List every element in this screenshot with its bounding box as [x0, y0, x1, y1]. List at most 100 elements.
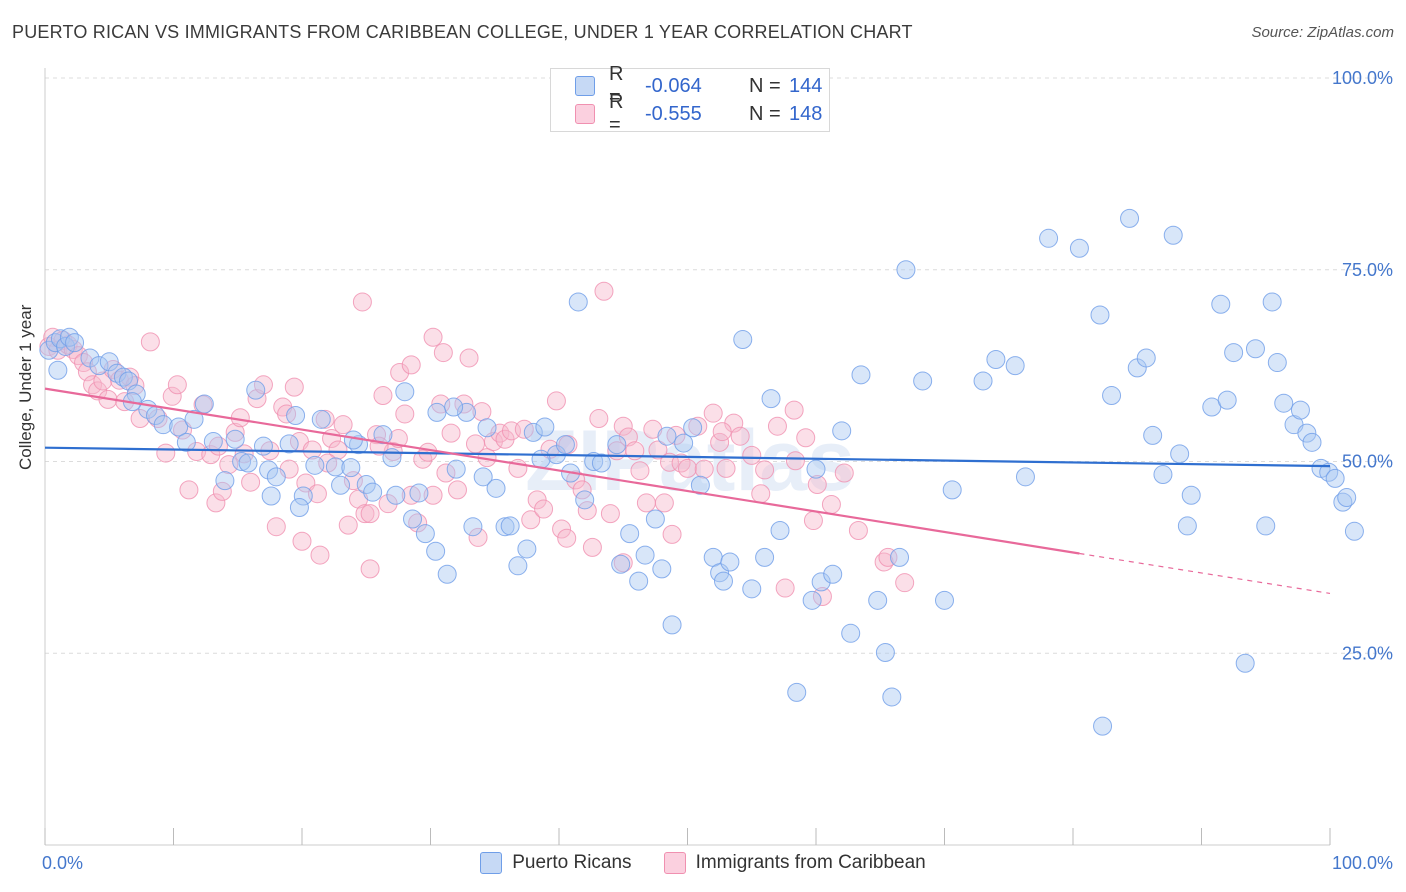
blue-point: [444, 397, 464, 417]
blue-point: [973, 371, 993, 391]
pink-point: [459, 348, 479, 368]
n-value: 148: [789, 102, 823, 125]
blue-point: [1290, 400, 1310, 420]
blue-point: [1039, 228, 1059, 248]
pink-point: [600, 504, 620, 524]
pink-trend-line-extension: [1079, 552, 1331, 595]
pink-point: [284, 377, 304, 397]
legend-label: Puerto Ricans: [512, 852, 632, 873]
legend-item-puerto-ricans: Puerto Ricans: [480, 852, 632, 874]
pink-point: [848, 521, 868, 541]
pink-point: [328, 440, 348, 460]
pink-point: [390, 363, 410, 383]
pink-point: [490, 423, 510, 443]
blue-point: [742, 579, 762, 599]
blue-swatch: [575, 76, 595, 96]
blue-point: [674, 433, 694, 453]
pink-point: [648, 440, 668, 460]
blue-point: [575, 490, 595, 510]
pink-point: [338, 515, 358, 535]
blue-point: [584, 452, 604, 471]
blue-point: [1274, 393, 1294, 413]
blue-point: [1217, 390, 1237, 410]
blue-point: [232, 452, 252, 471]
pink-point: [807, 475, 827, 495]
pink-point: [534, 499, 554, 519]
blue-point: [1143, 425, 1163, 445]
blue-point: [373, 425, 393, 445]
blue-point: [1069, 238, 1089, 258]
pink-point: [360, 504, 380, 524]
trend-lines: [44, 387, 1331, 595]
pink-point: [694, 459, 714, 479]
pink-point: [140, 332, 160, 352]
pink-point: [582, 537, 602, 557]
blue-point: [935, 590, 954, 610]
pink-point: [234, 444, 254, 464]
blue-point: [169, 417, 189, 437]
axes: [44, 68, 1331, 846]
blue-point: [1136, 348, 1156, 368]
blue-point: [755, 547, 775, 567]
pink-point: [821, 494, 841, 514]
pink-point: [388, 428, 408, 448]
x-tick-label: 0.0%: [42, 853, 83, 873]
blue-points: [39, 208, 1364, 736]
pink-point: [613, 416, 633, 436]
blue-point: [531, 449, 551, 469]
blue-point: [629, 571, 649, 591]
blue-point: [657, 426, 677, 446]
pink-point: [895, 573, 915, 593]
y-tick-label: 25.0%: [1342, 643, 1393, 663]
blue-point: [1102, 386, 1122, 406]
blue-point: [787, 682, 807, 702]
blue-point: [607, 435, 627, 455]
blue-point: [523, 422, 543, 442]
blue-point: [59, 327, 79, 347]
r-value: -0.064: [645, 74, 702, 97]
blue-point: [568, 292, 588, 312]
blue-point: [184, 409, 204, 429]
blue-point: [225, 429, 245, 449]
blue-point: [286, 405, 306, 425]
pink-point: [373, 386, 393, 406]
blue-point: [363, 482, 383, 502]
pink-point: [703, 403, 723, 423]
blue-point: [1177, 516, 1197, 536]
pink-point: [266, 517, 286, 537]
pink-point: [401, 485, 421, 505]
pink-point: [521, 510, 541, 530]
blue-point: [645, 509, 665, 529]
pink-point: [785, 451, 805, 471]
blue-point: [495, 517, 515, 537]
blue-point: [1262, 292, 1282, 312]
blue-point: [238, 453, 258, 473]
pink-point: [83, 375, 103, 395]
pink-point: [360, 559, 380, 579]
y-tick-label: 75.0%: [1342, 260, 1393, 280]
blue-point: [203, 432, 223, 452]
pink-point: [355, 504, 375, 524]
pink-point: [167, 375, 187, 395]
blue-point: [437, 564, 457, 584]
pink-point: [834, 463, 854, 483]
blue-point: [259, 460, 279, 480]
blue-point: [832, 421, 852, 441]
blue-point: [341, 458, 361, 478]
blue-point: [153, 415, 173, 435]
pink-point: [775, 578, 795, 598]
blue-point: [261, 486, 281, 506]
pink-point: [333, 415, 353, 435]
pink-point: [751, 484, 771, 504]
blue-point: [279, 434, 299, 454]
pink-point: [436, 463, 456, 483]
pink-point: [433, 343, 453, 363]
pink-point: [796, 428, 816, 448]
blue-point: [215, 471, 235, 491]
blue-point: [266, 467, 286, 487]
blue-point: [1224, 343, 1244, 363]
r-label: R =: [609, 63, 624, 108]
blue-point: [620, 524, 640, 544]
blue-point: [635, 545, 655, 565]
y-tick-label: 50.0%: [1342, 452, 1393, 472]
